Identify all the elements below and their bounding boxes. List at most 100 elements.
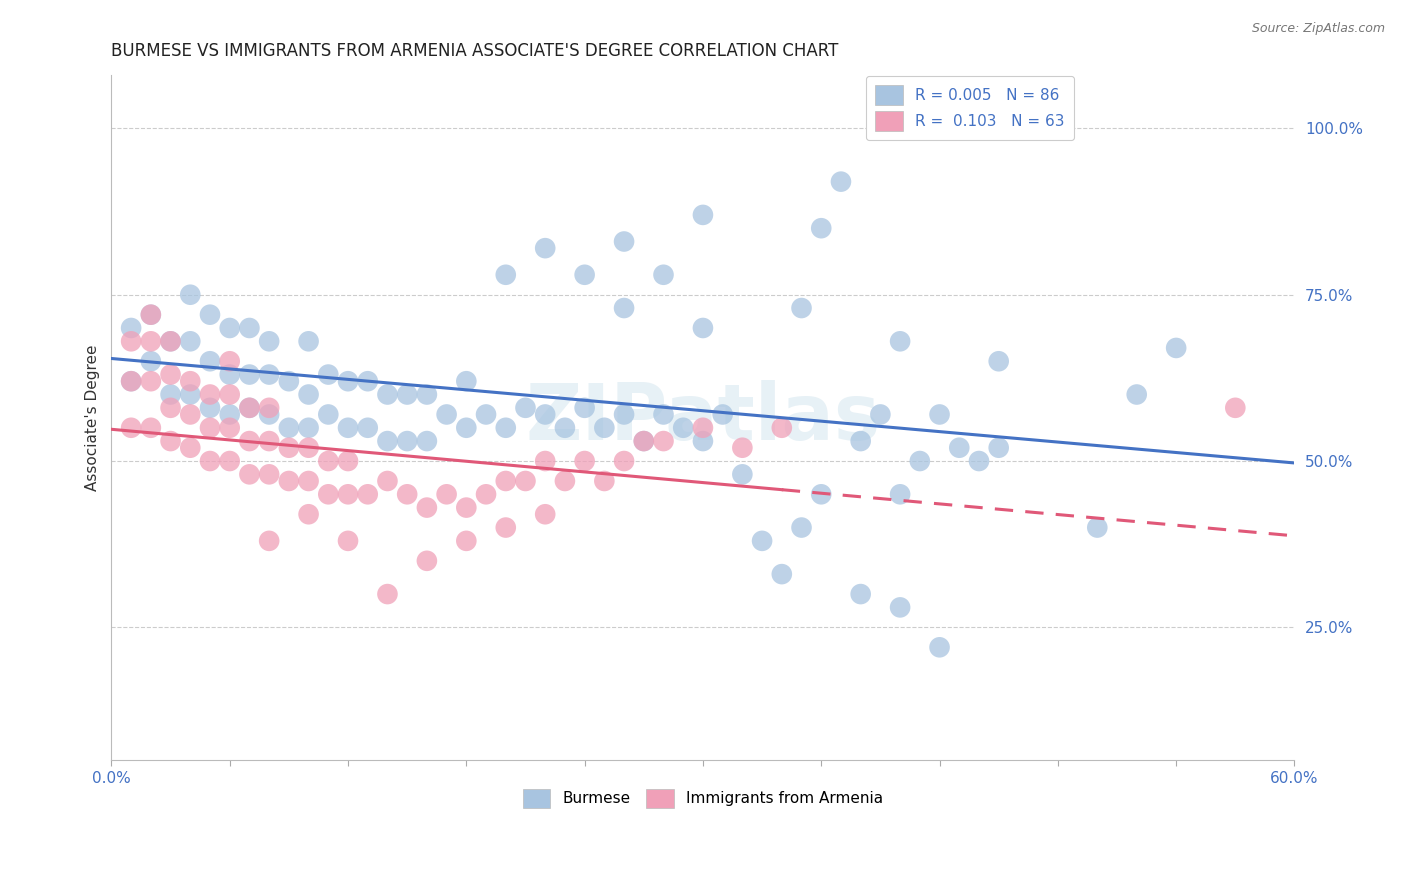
- Point: [987, 441, 1010, 455]
- Point: [416, 554, 439, 568]
- Point: [613, 408, 636, 422]
- Point: [495, 474, 517, 488]
- Point: [179, 374, 201, 388]
- Point: [277, 421, 299, 435]
- Point: [238, 401, 260, 415]
- Point: [277, 374, 299, 388]
- Point: [159, 401, 181, 415]
- Point: [337, 374, 360, 388]
- Point: [198, 308, 221, 322]
- Point: [810, 487, 832, 501]
- Point: [396, 487, 419, 501]
- Point: [318, 368, 340, 382]
- Point: [436, 408, 458, 422]
- Point: [849, 434, 872, 448]
- Point: [495, 268, 517, 282]
- Point: [238, 368, 260, 382]
- Point: [297, 421, 319, 435]
- Point: [159, 434, 181, 448]
- Legend: Burmese, Immigrants from Armenia: Burmese, Immigrants from Armenia: [517, 782, 889, 814]
- Point: [377, 474, 399, 488]
- Point: [357, 421, 380, 435]
- Point: [238, 467, 260, 482]
- Point: [869, 408, 891, 422]
- Point: [396, 387, 419, 401]
- Point: [908, 454, 931, 468]
- Point: [672, 421, 695, 435]
- Point: [257, 533, 280, 548]
- Point: [534, 508, 557, 522]
- Point: [889, 600, 911, 615]
- Point: [218, 368, 240, 382]
- Point: [139, 421, 162, 435]
- Point: [198, 387, 221, 401]
- Point: [218, 387, 240, 401]
- Point: [534, 408, 557, 422]
- Point: [159, 368, 181, 382]
- Point: [120, 374, 142, 388]
- Point: [692, 321, 714, 335]
- Point: [711, 408, 734, 422]
- Point: [574, 401, 596, 415]
- Point: [179, 334, 201, 349]
- Point: [198, 354, 221, 368]
- Point: [318, 487, 340, 501]
- Point: [613, 454, 636, 468]
- Point: [337, 421, 360, 435]
- Point: [770, 567, 793, 582]
- Point: [159, 387, 181, 401]
- Point: [120, 334, 142, 349]
- Point: [554, 421, 576, 435]
- Point: [1166, 341, 1188, 355]
- Point: [790, 301, 813, 315]
- Point: [987, 354, 1010, 368]
- Point: [633, 434, 655, 448]
- Point: [159, 334, 181, 349]
- Point: [120, 374, 142, 388]
- Point: [692, 208, 714, 222]
- Point: [810, 221, 832, 235]
- Point: [318, 454, 340, 468]
- Point: [456, 374, 478, 388]
- Point: [257, 467, 280, 482]
- Point: [1225, 401, 1247, 415]
- Point: [652, 408, 675, 422]
- Point: [257, 401, 280, 415]
- Point: [692, 421, 714, 435]
- Point: [179, 387, 201, 401]
- Point: [416, 434, 439, 448]
- Point: [120, 421, 142, 435]
- Point: [257, 408, 280, 422]
- Text: Source: ZipAtlas.com: Source: ZipAtlas.com: [1251, 22, 1385, 36]
- Point: [790, 520, 813, 534]
- Point: [238, 434, 260, 448]
- Point: [515, 401, 537, 415]
- Point: [198, 454, 221, 468]
- Point: [436, 487, 458, 501]
- Point: [139, 374, 162, 388]
- Point: [515, 474, 537, 488]
- Point: [238, 321, 260, 335]
- Point: [495, 421, 517, 435]
- Point: [692, 434, 714, 448]
- Point: [139, 354, 162, 368]
- Text: ZIPatlas: ZIPatlas: [526, 380, 880, 456]
- Point: [257, 434, 280, 448]
- Point: [218, 421, 240, 435]
- Point: [297, 387, 319, 401]
- Point: [218, 454, 240, 468]
- Point: [751, 533, 773, 548]
- Point: [416, 500, 439, 515]
- Point: [257, 334, 280, 349]
- Point: [198, 421, 221, 435]
- Point: [593, 474, 616, 488]
- Point: [889, 334, 911, 349]
- Point: [297, 441, 319, 455]
- Point: [534, 241, 557, 255]
- Point: [159, 334, 181, 349]
- Point: [416, 387, 439, 401]
- Point: [967, 454, 990, 468]
- Point: [731, 441, 754, 455]
- Point: [652, 434, 675, 448]
- Point: [238, 401, 260, 415]
